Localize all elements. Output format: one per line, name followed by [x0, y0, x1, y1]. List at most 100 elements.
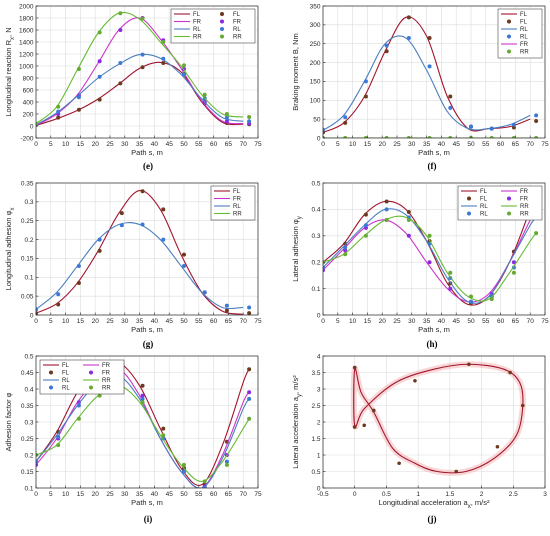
series-point-RL: [140, 396, 145, 401]
y-tick-label: 200: [23, 111, 34, 118]
series-point-RR: [406, 217, 411, 222]
y-tick-label: 1400: [19, 39, 34, 46]
axes-frame: [35, 5, 259, 139]
x-tick-label: 75: [254, 141, 262, 148]
x-tick-label: 20: [92, 491, 100, 498]
legend-label: FR: [233, 20, 242, 26]
x-tick-label: 40: [438, 141, 446, 148]
y-tick-label: 0.5: [311, 180, 320, 187]
series-point-FL: [363, 94, 368, 99]
series-point-RL: [343, 245, 348, 250]
series-point-RL: [97, 237, 102, 242]
x-tick-label: 65: [225, 491, 233, 498]
y-tick-label: 2000: [19, 3, 34, 10]
series-line-FL: [36, 61, 244, 126]
y-tick-label: 4: [317, 353, 321, 360]
x-tick-label: 50: [467, 141, 475, 148]
series-point-FR: [118, 28, 123, 32]
legend-label: FL: [62, 363, 70, 369]
series-point-RR: [534, 136, 539, 138]
series-point-RL: [182, 469, 186, 474]
x-tick-label: -0.5: [317, 491, 329, 498]
series-point-RL: [76, 403, 81, 408]
legend-label: FR: [102, 371, 111, 377]
legend-label: RL: [233, 27, 241, 33]
series-point-RL: [448, 105, 453, 110]
series-line-RR: [323, 215, 537, 302]
x-tick-label: 35: [423, 141, 431, 148]
x-tick-label: 20: [379, 318, 387, 325]
series-point-RR: [489, 136, 494, 138]
y-tick-label: 0.15: [21, 469, 34, 476]
series-point-RR: [140, 400, 145, 405]
series-line-RL: [36, 53, 244, 126]
series-point-FL: [119, 211, 124, 216]
x-tick-label: 10: [62, 141, 70, 148]
legend-label: RR: [102, 386, 111, 392]
x-tick-label: 5: [49, 141, 53, 148]
series-point-RL: [161, 56, 166, 61]
x-tick-label: 70: [240, 141, 248, 148]
x-tick-label: 75: [254, 491, 262, 498]
y-tick-label: 0.45: [21, 370, 34, 377]
y-tick-label: 0.1: [24, 275, 33, 282]
series-point-RR: [36, 121, 38, 126]
legend-marker-RR: [89, 385, 93, 390]
series-point-RR: [56, 104, 61, 109]
series-point-RR: [97, 393, 102, 398]
series-point-FL: [140, 65, 145, 70]
x-tick-label: 50: [467, 318, 475, 325]
x-axis-label: Path s, m: [131, 148, 163, 157]
legend-marker-RL: [507, 34, 511, 39]
series-point-RR: [76, 67, 81, 71]
legend-marker-FR: [89, 370, 93, 375]
y-tick-label: 0: [30, 312, 34, 319]
y-tick-label: 1: [317, 452, 321, 459]
x-tick-label: 2.5: [509, 491, 518, 498]
series-point-RR: [118, 11, 123, 16]
series-point-RL: [76, 95, 81, 100]
series-point-RL: [363, 79, 368, 84]
y-tick-label: 0.4: [311, 207, 320, 214]
series-point-RL: [384, 207, 389, 212]
series-point-RR: [363, 136, 368, 138]
x-axis-label: Path s, m: [131, 498, 163, 507]
series-point-RR: [427, 136, 432, 138]
panel-letter: (g): [143, 339, 154, 349]
y-tick-label: 0: [317, 135, 321, 142]
legend-label: RL: [520, 35, 528, 41]
ticks: 0 5 10 15 20 25 30 35 40 45 50 55 60 65 70 75-200020040…: [19, 3, 262, 148]
y-tick-label: 1000: [19, 63, 34, 70]
loop-point: [397, 461, 401, 466]
legend-label: RL: [520, 27, 528, 33]
series-point-RR: [202, 479, 207, 484]
x-tick-label: 10: [349, 141, 357, 148]
series-point-RR: [323, 136, 325, 138]
x-tick-label: 50: [180, 318, 188, 325]
series-point-RR: [427, 233, 432, 238]
y-tick-label: 0: [317, 312, 321, 319]
legend-label: FL: [480, 197, 488, 203]
series-line-RR: [36, 11, 244, 125]
y-tick-label: 0: [30, 123, 34, 130]
series-point-FR: [97, 59, 102, 64]
y-tick-label: 0.35: [21, 403, 34, 410]
legend: FL FR FL FR RL RR RL RR: [457, 185, 543, 221]
x-tick-label: 75: [541, 141, 549, 148]
x-tick-label: 35: [136, 318, 144, 325]
series-point-RL: [202, 486, 207, 488]
series-point-RR: [406, 136, 411, 138]
series-point-RL: [489, 126, 494, 131]
series-point-RR: [384, 217, 389, 222]
series-point-RR: [76, 416, 81, 421]
x-tick-label: 30: [408, 318, 416, 325]
x-tick-label: 3: [543, 491, 547, 498]
series-point-RR: [97, 30, 102, 35]
series-layer: [36, 360, 252, 488]
x-tick-label: 45: [166, 491, 174, 498]
loop-point: [362, 423, 367, 428]
legend-marker-RR: [220, 34, 224, 39]
x-tick-label: 30: [121, 491, 129, 498]
legend-marker-RR: [507, 211, 511, 216]
